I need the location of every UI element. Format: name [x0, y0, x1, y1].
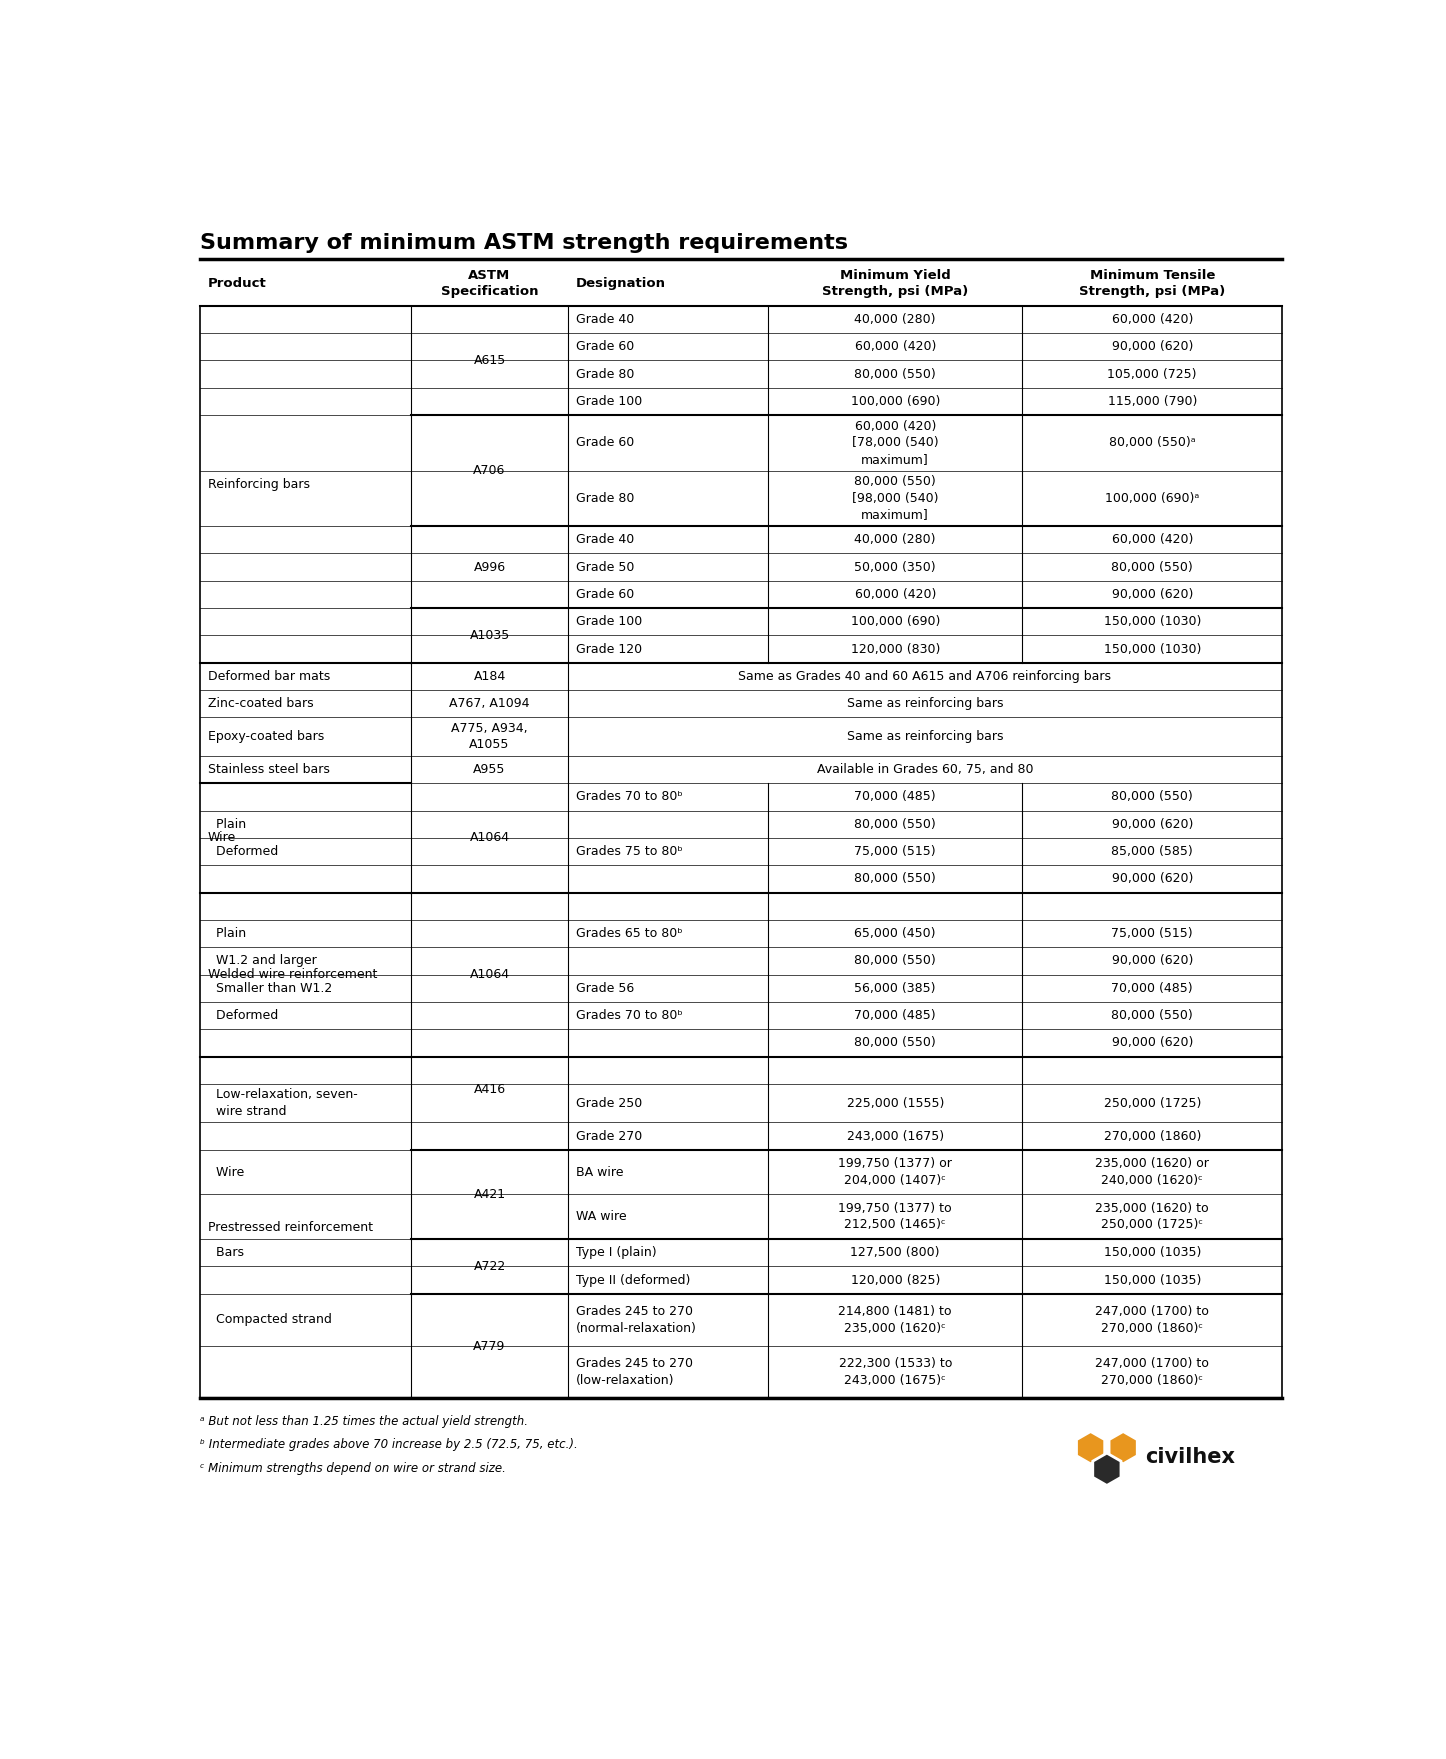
Text: A722: A722: [473, 1259, 506, 1274]
Text: 127,500 (800): 127,500 (800): [850, 1245, 940, 1259]
Text: Grade 100: Grade 100: [576, 396, 642, 408]
Text: Grades 65 to 80ᵇ: Grades 65 to 80ᵇ: [576, 927, 683, 939]
Text: 80,000 (550): 80,000 (550): [1112, 790, 1193, 804]
Text: 80,000 (550)
[98,000 (540)
maximum]: 80,000 (550) [98,000 (540) maximum]: [852, 475, 938, 521]
Polygon shape: [1093, 1453, 1121, 1485]
Text: 60,000 (420): 60,000 (420): [1112, 533, 1193, 547]
Text: 60,000 (420): 60,000 (420): [855, 588, 936, 602]
Text: A767, A1094: A767, A1094: [450, 697, 529, 711]
Text: BA wire: BA wire: [576, 1166, 623, 1179]
Text: Plain: Plain: [208, 927, 246, 939]
Text: A779: A779: [473, 1340, 506, 1353]
Text: 60,000 (420): 60,000 (420): [1112, 313, 1193, 325]
Text: 80,000 (550): 80,000 (550): [1112, 1010, 1193, 1022]
Text: 250,000 (1725): 250,000 (1725): [1103, 1096, 1200, 1110]
Text: Grades 75 to 80ᵇ: Grades 75 to 80ᵇ: [576, 844, 683, 858]
Text: 75,000 (515): 75,000 (515): [1112, 927, 1193, 939]
Text: 105,000 (725): 105,000 (725): [1108, 368, 1197, 380]
Text: ᵇ Intermediate grades above 70 increase by 2.5 (72.5, 75, etc.).: ᵇ Intermediate grades above 70 increase …: [200, 1439, 578, 1451]
Text: ᵃ But not less than 1.25 times the actual yield strength.: ᵃ But not less than 1.25 times the actua…: [200, 1416, 528, 1428]
Text: Deformed: Deformed: [208, 1010, 278, 1022]
Text: Compacted strand: Compacted strand: [208, 1314, 331, 1326]
Text: 80,000 (550): 80,000 (550): [855, 368, 936, 380]
Text: WA wire: WA wire: [576, 1210, 626, 1223]
Text: 60,000 (420): 60,000 (420): [855, 339, 936, 354]
Text: A416: A416: [473, 1084, 506, 1096]
Text: 100,000 (690): 100,000 (690): [850, 396, 940, 408]
Text: Grade 60: Grade 60: [576, 339, 633, 354]
Text: Grades 70 to 80ᵇ: Grades 70 to 80ᵇ: [576, 1010, 683, 1022]
Text: 199,750 (1377) to
212,500 (1465)ᶜ: 199,750 (1377) to 212,500 (1465)ᶜ: [839, 1201, 951, 1231]
Text: 150,000 (1035): 150,000 (1035): [1103, 1274, 1200, 1286]
Text: 150,000 (1030): 150,000 (1030): [1103, 616, 1200, 628]
Text: 270,000 (1860): 270,000 (1860): [1103, 1129, 1200, 1143]
Text: Available in Grades 60, 75, and 80: Available in Grades 60, 75, and 80: [817, 763, 1034, 776]
Text: A1064: A1064: [470, 967, 509, 982]
Text: Same as Grades 40 and 60 A615 and A706 reinforcing bars: Same as Grades 40 and 60 A615 and A706 r…: [739, 670, 1112, 682]
Text: 214,800 (1481) to
235,000 (1620)ᶜ: 214,800 (1481) to 235,000 (1620)ᶜ: [839, 1305, 951, 1335]
Text: 90,000 (620): 90,000 (620): [1112, 339, 1193, 354]
Text: 60,000 (420)
[78,000 (540)
maximum]: 60,000 (420) [78,000 (540) maximum]: [852, 420, 938, 466]
Text: Welded wire reinforcement: Welded wire reinforcement: [208, 967, 377, 982]
Text: 100,000 (690)ᵃ: 100,000 (690)ᵃ: [1105, 493, 1199, 505]
Text: A1064: A1064: [470, 832, 509, 844]
Text: ᶜ Minimum strengths depend on wire or strand size.: ᶜ Minimum strengths depend on wire or st…: [200, 1462, 506, 1474]
Text: 225,000 (1555): 225,000 (1555): [846, 1096, 944, 1110]
Text: A421: A421: [473, 1187, 506, 1201]
Text: 50,000 (350): 50,000 (350): [855, 561, 936, 573]
Text: Grade 80: Grade 80: [576, 493, 635, 505]
Text: 90,000 (620): 90,000 (620): [1112, 1036, 1193, 1050]
Text: 150,000 (1030): 150,000 (1030): [1103, 642, 1200, 656]
Text: 90,000 (620): 90,000 (620): [1112, 872, 1193, 885]
Text: A775, A934,
A1055: A775, A934, A1055: [451, 721, 528, 751]
Text: 90,000 (620): 90,000 (620): [1112, 588, 1193, 602]
Text: Epoxy-coated bars: Epoxy-coated bars: [208, 730, 324, 742]
Polygon shape: [1109, 1432, 1137, 1463]
Text: civilhex: civilhex: [1145, 1448, 1235, 1467]
Text: 80,000 (550): 80,000 (550): [1112, 561, 1193, 573]
Text: Grade 60: Grade 60: [576, 588, 633, 602]
Text: A184: A184: [473, 670, 506, 682]
Text: Type II (deformed): Type II (deformed): [576, 1274, 690, 1286]
Text: Grade 60: Grade 60: [576, 436, 633, 449]
Text: Reinforcing bars: Reinforcing bars: [208, 478, 309, 491]
Text: Same as reinforcing bars: Same as reinforcing bars: [847, 730, 1004, 742]
Text: 243,000 (1675): 243,000 (1675): [847, 1129, 944, 1143]
Text: A615: A615: [473, 354, 506, 368]
Text: Grade 120: Grade 120: [576, 642, 642, 656]
Text: Same as reinforcing bars: Same as reinforcing bars: [847, 697, 1004, 711]
Text: Product: Product: [208, 276, 266, 290]
Text: ASTM
Specification: ASTM Specification: [441, 269, 538, 297]
Text: 80,000 (550)ᵃ: 80,000 (550)ᵃ: [1109, 436, 1196, 449]
Text: Grades 70 to 80ᵇ: Grades 70 to 80ᵇ: [576, 790, 683, 804]
Text: Low-relaxation, seven-
  wire strand: Low-relaxation, seven- wire strand: [208, 1089, 357, 1119]
Text: Summary of minimum ASTM strength requirements: Summary of minimum ASTM strength require…: [200, 232, 849, 253]
Text: Grade 50: Grade 50: [576, 561, 635, 573]
Text: Zinc-coated bars: Zinc-coated bars: [208, 697, 314, 711]
Text: 70,000 (485): 70,000 (485): [855, 1010, 936, 1022]
Text: 40,000 (280): 40,000 (280): [855, 533, 936, 547]
Text: 80,000 (550): 80,000 (550): [855, 818, 936, 830]
Text: Grade 40: Grade 40: [576, 533, 633, 547]
Text: Minimum Tensile
Strength, psi (MPa): Minimum Tensile Strength, psi (MPa): [1079, 269, 1225, 297]
Text: Minimum Yield
Strength, psi (MPa): Minimum Yield Strength, psi (MPa): [823, 269, 969, 297]
Text: Grade 270: Grade 270: [576, 1129, 642, 1143]
Text: 80,000 (550): 80,000 (550): [855, 872, 936, 885]
Text: 40,000 (280): 40,000 (280): [855, 313, 936, 325]
Text: Prestressed reinforcement: Prestressed reinforcement: [208, 1221, 373, 1235]
Text: Grade 56: Grade 56: [576, 982, 633, 994]
Text: Wire: Wire: [208, 1166, 244, 1179]
Text: A706: A706: [473, 464, 506, 477]
Text: Stainless steel bars: Stainless steel bars: [208, 763, 330, 776]
Text: 70,000 (485): 70,000 (485): [1112, 982, 1193, 994]
Text: Deformed bar mats: Deformed bar mats: [208, 670, 330, 682]
Text: Grade 40: Grade 40: [576, 313, 633, 325]
Text: 65,000 (450): 65,000 (450): [855, 927, 936, 939]
Text: Grade 250: Grade 250: [576, 1096, 642, 1110]
Text: 100,000 (690): 100,000 (690): [850, 616, 940, 628]
Text: 70,000 (485): 70,000 (485): [855, 790, 936, 804]
Text: W1.2 and larger: W1.2 and larger: [208, 955, 317, 967]
Text: 150,000 (1035): 150,000 (1035): [1103, 1245, 1200, 1259]
Text: Bars: Bars: [208, 1245, 244, 1259]
Text: Type I (plain): Type I (plain): [576, 1245, 656, 1259]
